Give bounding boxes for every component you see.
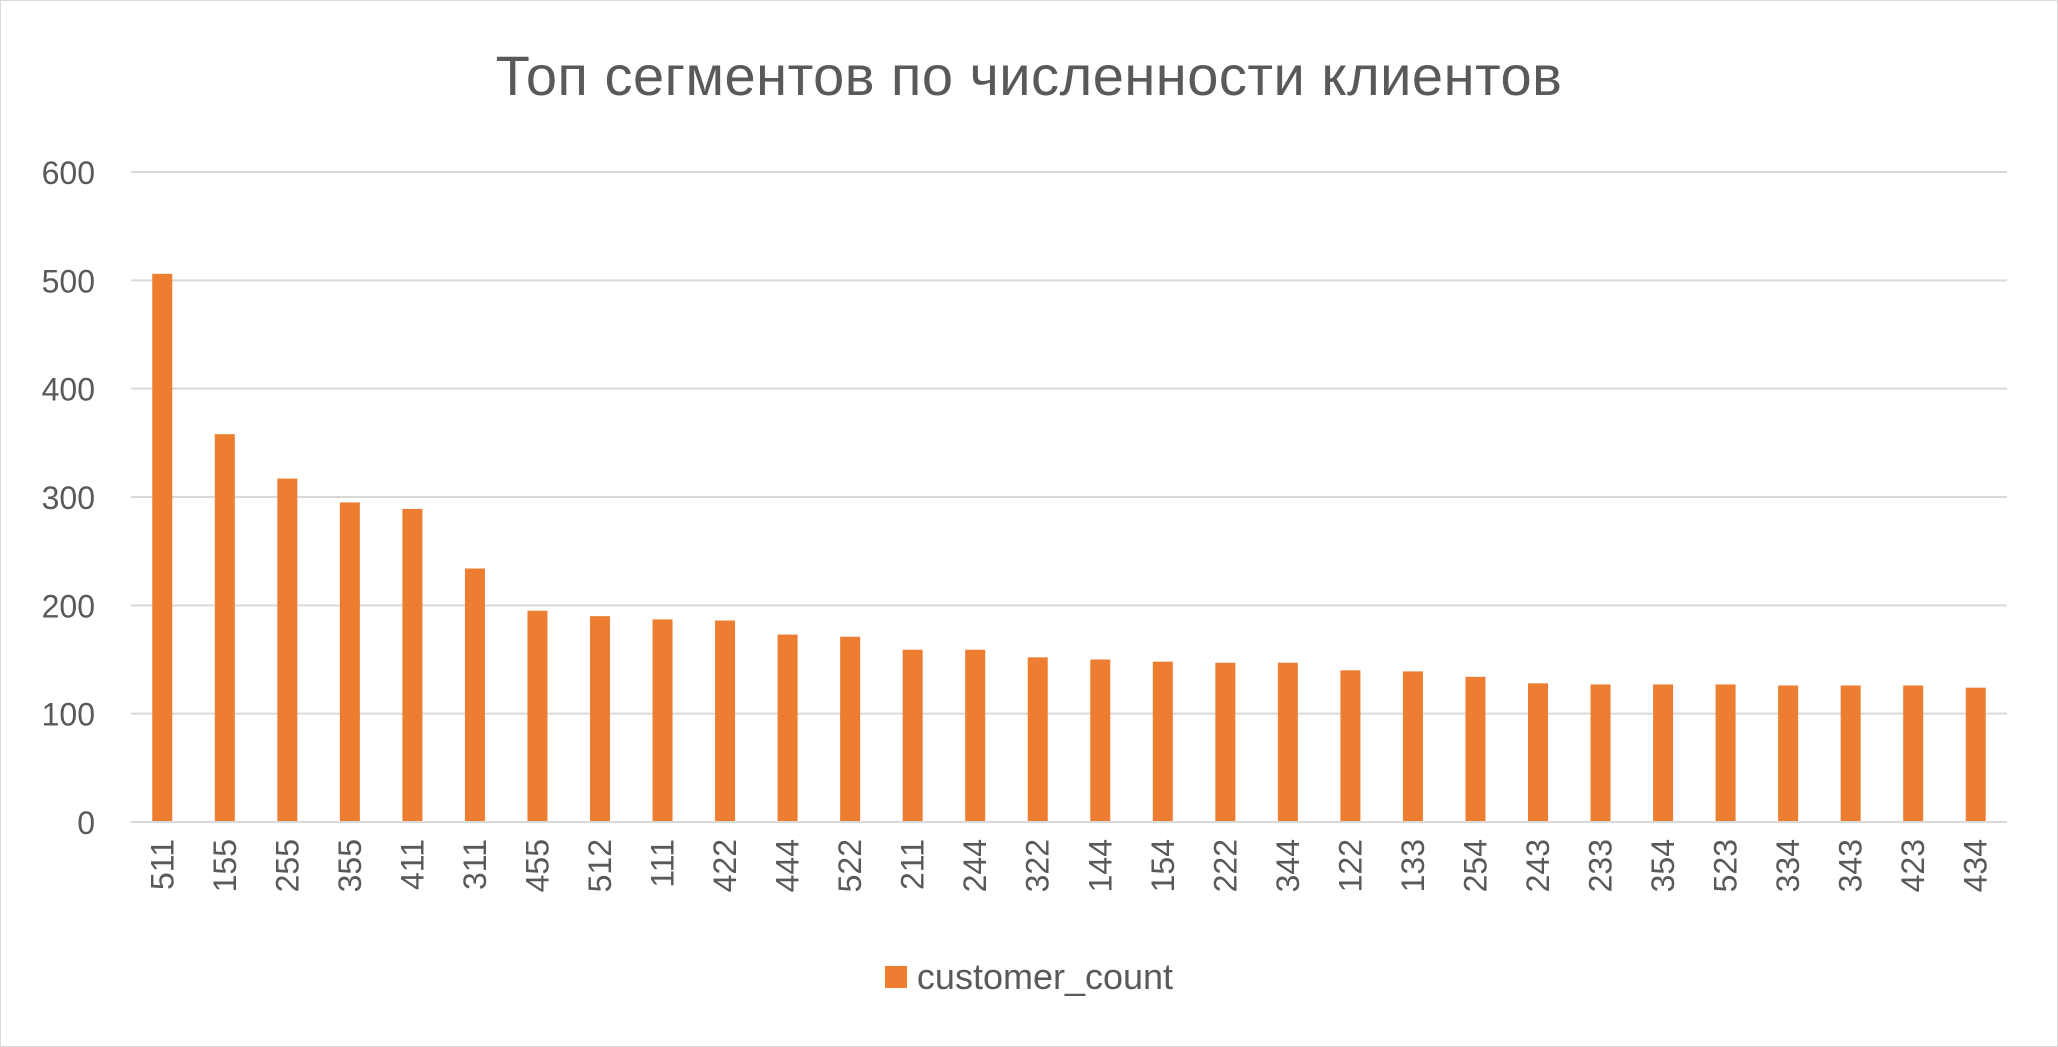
x-tick-label: 255 [269, 839, 305, 892]
bar-423 [1903, 685, 1924, 822]
x-tick-label: 122 [1332, 839, 1368, 892]
bar-444 [777, 634, 798, 822]
x-tick-label: 354 [1645, 839, 1681, 892]
x-tick-label: 144 [1082, 839, 1118, 892]
x-tick-label: 343 [1833, 839, 1869, 892]
bar-243 [1528, 683, 1548, 822]
x-tick-label: 334 [1770, 839, 1806, 892]
bar-133 [1402, 671, 1423, 822]
y-tick-label: 200 [42, 588, 95, 624]
legend-swatch [884, 966, 907, 988]
bar-211 [902, 649, 923, 822]
bar-512 [590, 616, 610, 822]
x-tick-label: 523 [1708, 839, 1744, 892]
x-tick-label: 133 [1395, 839, 1431, 892]
x-tick-label: 355 [332, 839, 368, 892]
bar-311 [464, 568, 485, 822]
legend-label: customer_count [916, 956, 1174, 997]
x-tick-label: 243 [1520, 839, 1556, 892]
bar-344 [1277, 662, 1298, 822]
y-tick-label: 300 [42, 480, 95, 516]
bar-254 [1465, 676, 1486, 822]
bar-354 [1653, 684, 1674, 822]
bar-434 [1965, 687, 1986, 822]
bar-244 [965, 649, 986, 822]
bar-155 [214, 434, 235, 822]
x-tick-label: 311 [457, 839, 493, 890]
y-tick-label: 100 [42, 697, 95, 733]
x-tick-label: 222 [1207, 839, 1243, 892]
x-tick-label: 154 [1145, 839, 1181, 892]
bar-255 [277, 478, 298, 822]
x-tick-label: 522 [832, 839, 868, 892]
bar-411 [402, 508, 423, 822]
bar-322 [1027, 657, 1048, 822]
x-tick-label: 155 [207, 839, 243, 892]
chart-title: Топ сегментов по численности клиентов [495, 44, 1563, 107]
y-tick-label: 500 [42, 263, 95, 299]
bar-233 [1590, 684, 1611, 822]
bar-355 [339, 502, 360, 822]
y-tick-label: 0 [77, 805, 95, 841]
bar-523 [1715, 684, 1736, 822]
x-tick-label: 423 [1895, 839, 1931, 892]
x-tick-label: 455 [519, 839, 555, 892]
x-tick-label: 322 [1020, 839, 1056, 892]
bar-144 [1090, 659, 1111, 822]
x-tick-label: 422 [707, 839, 743, 892]
x-tick-label: 244 [957, 839, 993, 892]
bar-343 [1840, 685, 1861, 822]
bar-111 [652, 619, 673, 822]
bar-334 [1778, 685, 1799, 822]
x-tick-label: 111 [645, 839, 681, 888]
bar-522 [840, 636, 861, 822]
bar-222 [1215, 662, 1236, 822]
x-tick-label: 233 [1583, 839, 1619, 892]
x-tick-label: 434 [1958, 839, 1994, 892]
legend: customer_count [1, 956, 2057, 998]
bar-511 [152, 273, 173, 822]
bar-122 [1340, 670, 1361, 822]
x-tick-label: 511 [144, 839, 180, 890]
x-tick-label: 254 [1457, 839, 1493, 892]
y-tick-label: 400 [42, 372, 95, 408]
x-tick-label: 211 [895, 839, 931, 890]
bar-154 [1152, 661, 1173, 822]
x-tick-label: 444 [770, 839, 806, 892]
bar-422 [715, 620, 736, 822]
bar-455 [527, 610, 548, 822]
x-tick-label: 411 [394, 839, 430, 890]
x-tick-label: 344 [1270, 839, 1306, 892]
y-tick-label: 600 [42, 155, 95, 191]
x-tick-label: 512 [582, 839, 618, 892]
